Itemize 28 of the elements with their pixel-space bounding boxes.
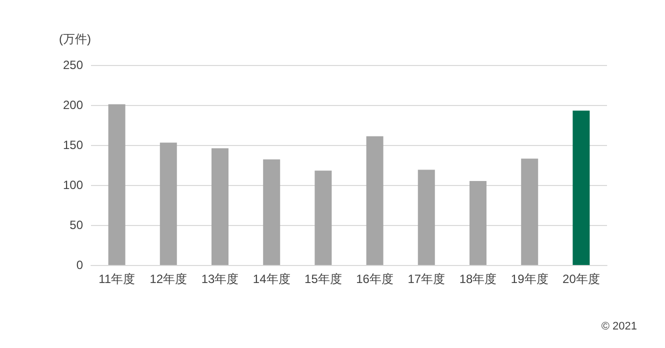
x-tick-label: 15年度 <box>304 272 342 286</box>
x-tick-label: 12年度 <box>150 272 188 286</box>
x-tick-label: 20年度 <box>562 272 600 286</box>
y-tick-label: 100 <box>62 178 84 192</box>
x-tick-label: 19年度 <box>510 272 548 286</box>
x-tick-label: 11年度 <box>98 272 136 286</box>
bar <box>418 170 435 265</box>
bar <box>314 170 332 265</box>
bar <box>160 142 177 265</box>
x-tick-label: 16年度 <box>356 272 394 286</box>
y-tick-label: 50 <box>70 218 84 232</box>
y-axis-title: (万件) <box>59 32 91 46</box>
y-tick-label: 0 <box>76 258 84 272</box>
y-tick-label: 150 <box>62 138 84 152</box>
x-tick-label: 18年度 <box>459 272 497 286</box>
x-tick-label: 13年度 <box>201 272 239 286</box>
y-tick-label: 200 <box>62 98 84 112</box>
bar <box>108 104 126 265</box>
x-tick-label: 14年度 <box>252 272 290 286</box>
bar <box>521 158 538 265</box>
bar <box>470 181 486 265</box>
bar <box>572 110 590 265</box>
x-tick-label: 17年度 <box>408 272 446 286</box>
bar <box>366 136 384 265</box>
y-tick-label: 250 <box>62 58 84 72</box>
text: © 2021 <box>601 320 638 332</box>
bar <box>212 148 228 265</box>
bar <box>263 159 280 265</box>
